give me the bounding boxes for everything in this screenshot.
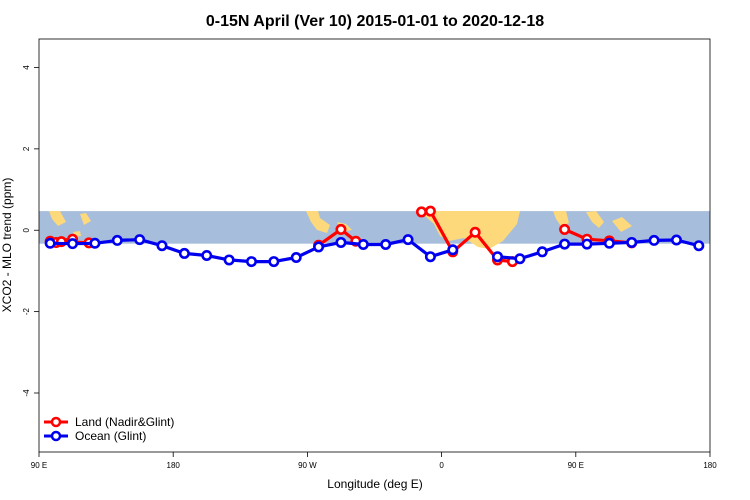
map-land xyxy=(306,211,330,233)
legend-marker-ocean xyxy=(50,430,62,442)
data-point-ocean xyxy=(313,241,325,253)
data-point-ocean xyxy=(67,238,79,250)
data-point-ocean xyxy=(670,234,682,246)
series-line-ocean xyxy=(497,238,700,261)
data-point-ocean xyxy=(201,249,213,261)
data-point-ocean xyxy=(290,252,302,264)
plot-frame xyxy=(38,38,711,453)
chart-title: 0-15N April (Ver 10) 2015-01-01 to 2020-… xyxy=(206,13,544,30)
data-point-ocean xyxy=(44,237,56,249)
data-point-ocean xyxy=(178,247,190,259)
data-point-ocean xyxy=(268,256,280,268)
data-point-ocean xyxy=(245,256,257,268)
data-point-land xyxy=(559,223,571,235)
data-point-ocean xyxy=(134,234,146,246)
map-land xyxy=(553,211,569,226)
map-land xyxy=(80,213,91,225)
data-point-ocean xyxy=(648,234,660,246)
y-tick-label: 4 xyxy=(22,65,31,70)
x-tick-label: 90 E xyxy=(31,461,47,470)
data-point-ocean xyxy=(111,234,123,246)
data-point-ocean xyxy=(581,238,593,250)
legend-marker-land xyxy=(50,416,62,428)
x-tick-label: 180 xyxy=(703,461,717,470)
map-land xyxy=(420,211,520,249)
y-axis: -4 -2 0 2 4 xyxy=(22,65,39,397)
x-axis: 90 E 180 90 W 0 90 E 180 xyxy=(31,452,717,470)
data-point-ocean xyxy=(514,253,526,265)
data-point-land xyxy=(469,226,481,238)
map-land xyxy=(586,211,604,228)
y-tick-label: -4 xyxy=(22,389,31,397)
data-point-ocean xyxy=(447,244,459,256)
data-point-ocean xyxy=(424,251,436,263)
y-tick-label: 0 xyxy=(22,227,31,232)
x-tick-label: 90 E xyxy=(568,461,584,470)
data-point-ocean xyxy=(357,238,369,250)
data-point-ocean xyxy=(626,236,638,248)
map-land xyxy=(49,211,66,226)
x-axis-label: Longitude (deg E) xyxy=(327,477,422,491)
data-point-ocean xyxy=(603,237,615,249)
data-point-ocean xyxy=(335,236,347,248)
x-tick-label: 180 xyxy=(167,461,181,470)
data-point-ocean xyxy=(156,240,168,252)
map-land xyxy=(612,217,632,232)
data-point-ocean xyxy=(492,251,504,263)
data-point-ocean xyxy=(223,254,235,266)
legend-label-land: Land (Nadir&Glint) xyxy=(75,415,174,429)
legend-label-ocean: Ocean (Glint) xyxy=(75,429,146,443)
data-point-land xyxy=(424,205,436,217)
data-point-land xyxy=(415,206,427,218)
y-axis-label: XCO2 - MLO trend (ppm) xyxy=(0,178,14,313)
data-point-ocean xyxy=(380,238,392,250)
series-layer xyxy=(44,205,705,268)
x-tick-label: 0 xyxy=(439,461,444,470)
data-point-ocean xyxy=(89,237,101,249)
y-tick-label: 2 xyxy=(22,146,31,151)
y-tick-label: -2 xyxy=(22,308,31,316)
x-tick-label: 90 W xyxy=(298,461,317,470)
data-point-ocean xyxy=(536,246,548,258)
legend: Land (Nadir&Glint) Ocean (Glint) xyxy=(44,415,174,443)
data-point-ocean xyxy=(402,234,414,246)
data-point-land xyxy=(335,223,347,235)
data-point-ocean xyxy=(693,240,705,252)
map-band xyxy=(39,211,710,249)
data-point-ocean xyxy=(559,238,571,250)
